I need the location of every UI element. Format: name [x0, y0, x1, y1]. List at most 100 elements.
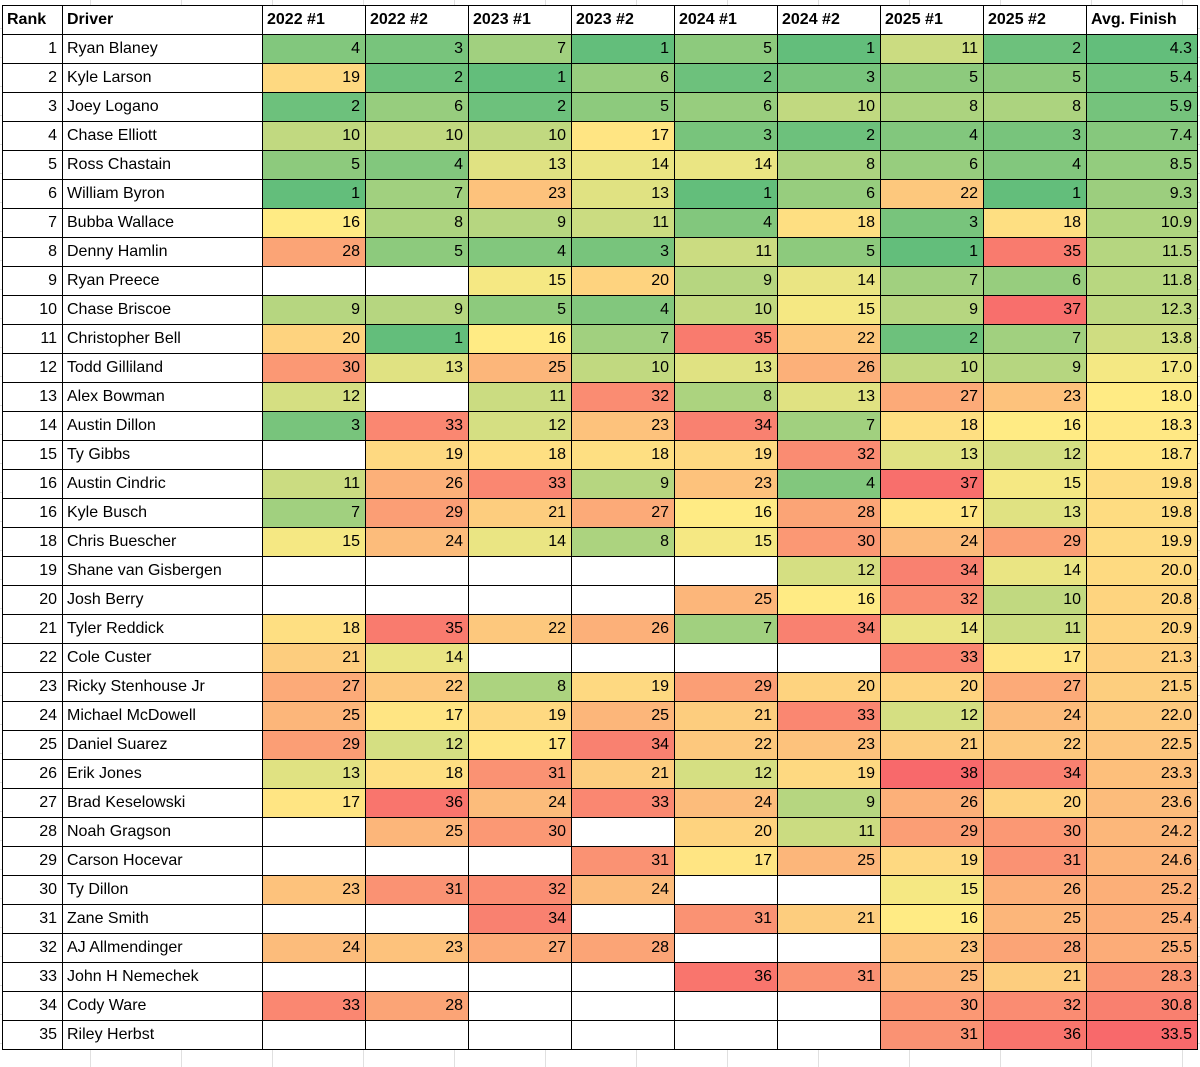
- driver-cell[interactable]: Kyle Larson: [62, 63, 263, 93]
- race-finish-cell[interactable]: 34: [880, 556, 984, 586]
- race-finish-cell[interactable]: 34: [571, 730, 675, 760]
- race-finish-cell[interactable]: 29: [365, 498, 469, 528]
- race-finish-cell[interactable]: 13: [468, 150, 572, 180]
- driver-cell[interactable]: Tyler Reddick: [62, 614, 263, 644]
- race-finish-cell[interactable]: [571, 585, 675, 615]
- race-finish-cell[interactable]: 14: [880, 614, 984, 644]
- race-finish-cell[interactable]: 32: [468, 875, 572, 905]
- race-finish-cell[interactable]: 26: [983, 875, 1087, 905]
- race-finish-cell[interactable]: 16: [468, 324, 572, 354]
- race-finish-cell[interactable]: 31: [468, 759, 572, 789]
- race-finish-cell[interactable]: 8: [777, 150, 881, 180]
- avg-finish-cell[interactable]: 23.3: [1086, 759, 1198, 789]
- race-finish-cell[interactable]: 31: [365, 875, 469, 905]
- avg-finish-cell[interactable]: 20.8: [1086, 585, 1198, 615]
- race-finish-cell[interactable]: [674, 643, 778, 673]
- race-finish-cell[interactable]: 1: [880, 237, 984, 267]
- rank-cell[interactable]: 19: [2, 556, 63, 586]
- race-finish-cell[interactable]: 37: [983, 295, 1087, 325]
- race-finish-cell[interactable]: 12: [674, 759, 778, 789]
- race-finish-cell[interactable]: 4: [262, 34, 366, 64]
- race-finish-cell[interactable]: 26: [777, 353, 881, 383]
- driver-cell[interactable]: Shane van Gisbergen: [62, 556, 263, 586]
- race-finish-cell[interactable]: [674, 1020, 778, 1050]
- race-finish-cell[interactable]: 11: [983, 614, 1087, 644]
- rank-cell[interactable]: 21: [2, 614, 63, 644]
- driver-cell[interactable]: Noah Gragson: [62, 817, 263, 847]
- race-finish-cell[interactable]: 30: [468, 817, 572, 847]
- race-finish-cell[interactable]: 13: [571, 179, 675, 209]
- race-finish-cell[interactable]: 31: [777, 962, 881, 992]
- race-finish-cell[interactable]: 25: [880, 962, 984, 992]
- race-finish-cell[interactable]: [262, 585, 366, 615]
- avg-finish-cell[interactable]: 11.8: [1086, 266, 1198, 296]
- race-finish-cell[interactable]: 17: [880, 498, 984, 528]
- race-finish-cell[interactable]: 2: [880, 324, 984, 354]
- avg-finish-cell[interactable]: 12.3: [1086, 295, 1198, 325]
- avg-finish-cell[interactable]: 19.8: [1086, 498, 1198, 528]
- column-header[interactable]: 2022 #2: [365, 5, 469, 35]
- race-finish-cell[interactable]: 22: [983, 730, 1087, 760]
- rank-cell[interactable]: 12: [2, 353, 63, 383]
- avg-finish-cell[interactable]: 30.8: [1086, 991, 1198, 1021]
- race-finish-cell[interactable]: 6: [571, 63, 675, 93]
- race-finish-cell[interactable]: [468, 643, 572, 673]
- driver-cell[interactable]: Zane Smith: [62, 904, 263, 934]
- column-header[interactable]: 2022 #1: [262, 5, 366, 35]
- column-header[interactable]: 2023 #2: [571, 5, 675, 35]
- race-finish-cell[interactable]: 17: [468, 730, 572, 760]
- race-finish-cell[interactable]: 9: [571, 469, 675, 499]
- race-finish-cell[interactable]: 14: [674, 150, 778, 180]
- column-header[interactable]: 2024 #1: [674, 5, 778, 35]
- race-finish-cell[interactable]: 7: [468, 34, 572, 64]
- race-finish-cell[interactable]: 10: [571, 353, 675, 383]
- race-finish-cell[interactable]: 28: [571, 933, 675, 963]
- race-finish-cell[interactable]: [365, 556, 469, 586]
- column-header[interactable]: Driver: [62, 5, 263, 35]
- race-finish-cell[interactable]: 36: [983, 1020, 1087, 1050]
- rank-cell[interactable]: 15: [2, 440, 63, 470]
- race-finish-cell[interactable]: 26: [365, 469, 469, 499]
- race-finish-cell[interactable]: 32: [777, 440, 881, 470]
- race-finish-cell[interactable]: 2: [365, 63, 469, 93]
- driver-cell[interactable]: Chase Elliott: [62, 121, 263, 151]
- race-finish-cell[interactable]: 5: [777, 237, 881, 267]
- race-finish-cell[interactable]: 27: [262, 672, 366, 702]
- race-finish-cell[interactable]: 16: [983, 411, 1087, 441]
- race-finish-cell[interactable]: 8: [674, 382, 778, 412]
- race-finish-cell[interactable]: 21: [262, 643, 366, 673]
- race-finish-cell[interactable]: 25: [365, 817, 469, 847]
- race-finish-cell[interactable]: [365, 962, 469, 992]
- avg-finish-cell[interactable]: 24.2: [1086, 817, 1198, 847]
- race-finish-cell[interactable]: 33: [571, 788, 675, 818]
- race-finish-cell[interactable]: 34: [674, 411, 778, 441]
- rank-cell[interactable]: 11: [2, 324, 63, 354]
- rank-cell[interactable]: 25: [2, 730, 63, 760]
- rank-cell[interactable]: 23: [2, 672, 63, 702]
- driver-cell[interactable]: Ty Dillon: [62, 875, 263, 905]
- driver-cell[interactable]: Christopher Bell: [62, 324, 263, 354]
- race-finish-cell[interactable]: 21: [674, 701, 778, 731]
- race-finish-cell[interactable]: 14: [571, 150, 675, 180]
- race-finish-cell[interactable]: 30: [777, 527, 881, 557]
- column-header[interactable]: Avg. Finish: [1086, 5, 1198, 35]
- race-finish-cell[interactable]: [262, 440, 366, 470]
- race-finish-cell[interactable]: 7: [880, 266, 984, 296]
- avg-finish-cell[interactable]: 19.8: [1086, 469, 1198, 499]
- driver-cell[interactable]: Ryan Blaney: [62, 34, 263, 64]
- race-finish-cell[interactable]: 16: [674, 498, 778, 528]
- rank-cell[interactable]: 8: [2, 237, 63, 267]
- race-finish-cell[interactable]: 20: [983, 788, 1087, 818]
- race-finish-cell[interactable]: 28: [365, 991, 469, 1021]
- rank-cell[interactable]: 10: [2, 295, 63, 325]
- race-finish-cell[interactable]: [571, 962, 675, 992]
- race-finish-cell[interactable]: 8: [365, 208, 469, 238]
- race-finish-cell[interactable]: 28: [983, 933, 1087, 963]
- race-finish-cell[interactable]: 18: [777, 208, 881, 238]
- race-finish-cell[interactable]: 20: [571, 266, 675, 296]
- race-finish-cell[interactable]: 10: [262, 121, 366, 151]
- race-finish-cell[interactable]: 23: [880, 933, 984, 963]
- race-finish-cell[interactable]: 35: [983, 237, 1087, 267]
- driver-cell[interactable]: Riley Herbst: [62, 1020, 263, 1050]
- rank-cell[interactable]: 14: [2, 411, 63, 441]
